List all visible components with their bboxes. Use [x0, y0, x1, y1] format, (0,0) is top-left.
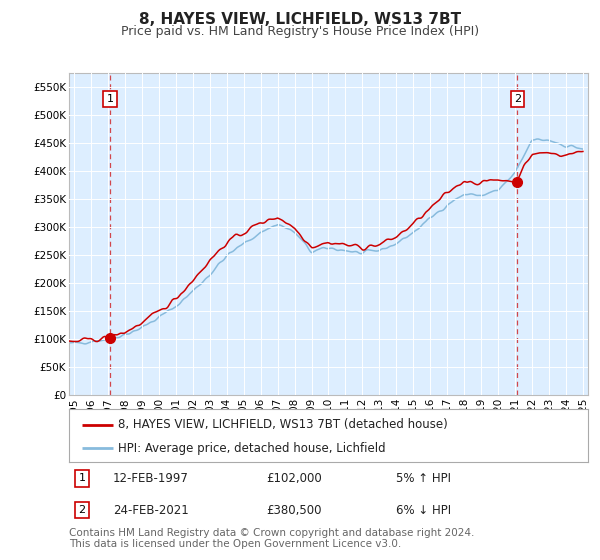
Text: £102,000: £102,000 — [266, 472, 322, 485]
Text: HPI: Average price, detached house, Lichfield: HPI: Average price, detached house, Lich… — [118, 442, 386, 455]
Text: 1: 1 — [107, 94, 113, 104]
Text: 5% ↑ HPI: 5% ↑ HPI — [396, 472, 451, 485]
Text: Contains HM Land Registry data © Crown copyright and database right 2024.
This d: Contains HM Land Registry data © Crown c… — [69, 528, 475, 549]
Text: Price paid vs. HM Land Registry's House Price Index (HPI): Price paid vs. HM Land Registry's House … — [121, 25, 479, 38]
Text: 24-FEB-2021: 24-FEB-2021 — [113, 503, 189, 516]
Text: 12-FEB-1997: 12-FEB-1997 — [113, 472, 189, 485]
Text: 8, HAYES VIEW, LICHFIELD, WS13 7BT: 8, HAYES VIEW, LICHFIELD, WS13 7BT — [139, 12, 461, 27]
Text: £380,500: £380,500 — [266, 503, 322, 516]
Text: 1: 1 — [79, 473, 85, 483]
Text: 2: 2 — [79, 505, 86, 515]
Text: 6% ↓ HPI: 6% ↓ HPI — [396, 503, 451, 516]
Text: 2: 2 — [514, 94, 521, 104]
Text: 8, HAYES VIEW, LICHFIELD, WS13 7BT (detached house): 8, HAYES VIEW, LICHFIELD, WS13 7BT (deta… — [118, 418, 448, 431]
